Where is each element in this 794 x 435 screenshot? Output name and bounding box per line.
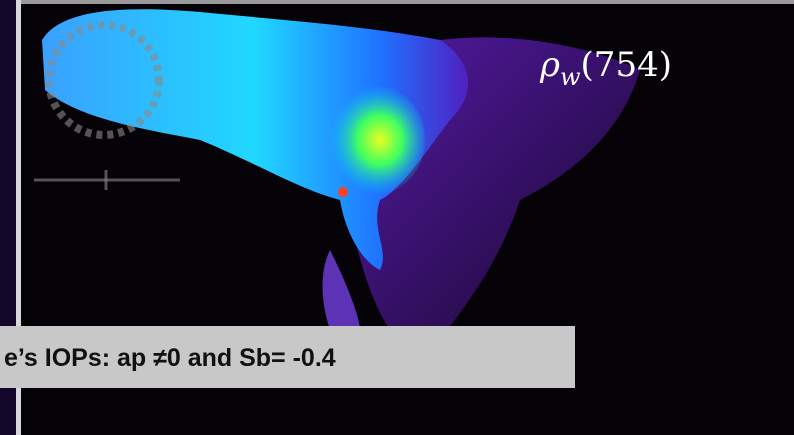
symbol: ρ xyxy=(539,45,560,85)
screenshot: ρw(754) e’s IOPs: ap ≠0 and Sb= -0.4 xyxy=(0,0,794,435)
subscript: w xyxy=(560,63,581,91)
hotspot xyxy=(338,187,348,197)
band-label: ρw(754) xyxy=(539,45,672,91)
plume-core xyxy=(325,85,425,195)
top-edge xyxy=(21,0,794,4)
argument: (754) xyxy=(581,45,672,85)
caption: e’s IOPs: ap ≠0 and Sb= -0.4 xyxy=(4,344,336,372)
